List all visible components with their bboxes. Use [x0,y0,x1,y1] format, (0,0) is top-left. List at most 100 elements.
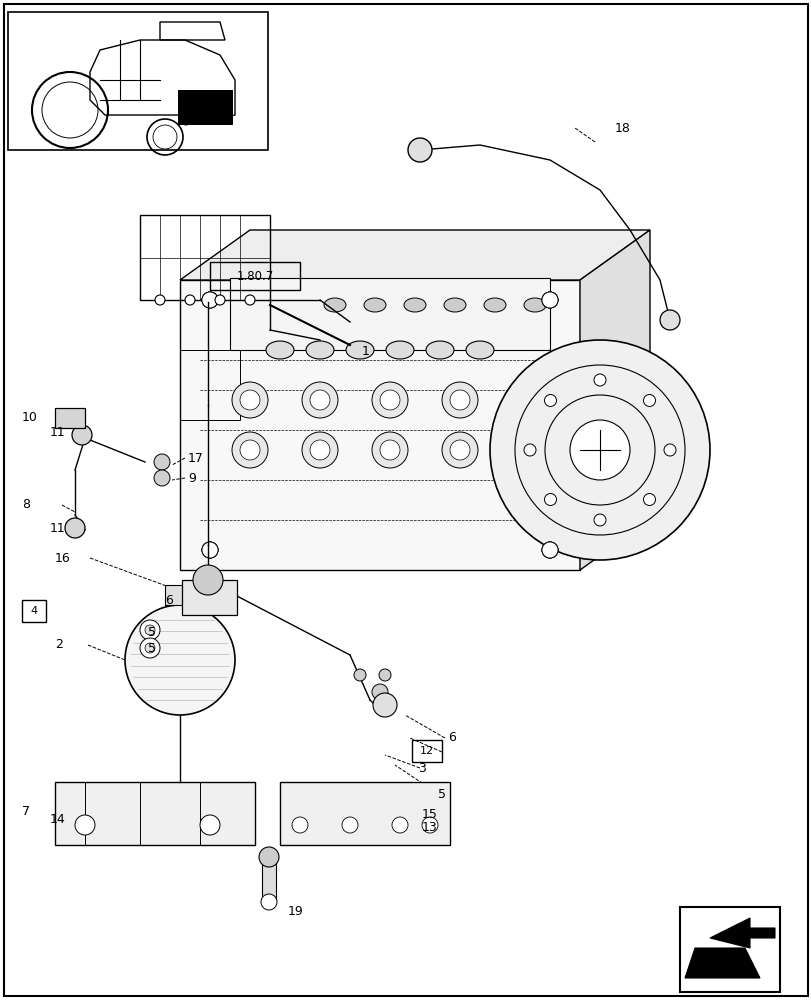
Text: 3: 3 [418,762,425,774]
Circle shape [202,292,217,308]
Bar [22,600,46,622]
Circle shape [232,382,268,418]
Circle shape [441,432,478,468]
Circle shape [202,542,217,558]
Text: 17: 17 [188,452,204,464]
Circle shape [541,292,557,308]
Circle shape [541,292,557,308]
Circle shape [240,390,260,410]
Bar [165,585,195,605]
Text: 7: 7 [22,805,30,818]
Circle shape [541,292,557,308]
Ellipse shape [483,298,505,312]
Circle shape [449,390,470,410]
Circle shape [72,425,92,445]
Circle shape [541,542,557,558]
Circle shape [354,669,366,681]
Polygon shape [280,782,449,845]
Circle shape [65,518,85,538]
Circle shape [489,340,709,560]
Circle shape [422,817,437,833]
Ellipse shape [523,298,545,312]
Circle shape [594,374,605,386]
Circle shape [449,440,470,460]
Circle shape [310,440,329,460]
Text: 1: 1 [362,345,370,358]
Polygon shape [180,230,649,280]
Ellipse shape [444,298,466,312]
Circle shape [260,894,277,910]
Bar [180,350,240,420]
Circle shape [202,542,217,558]
Text: 12: 12 [419,746,434,756]
Circle shape [259,847,279,867]
Circle shape [125,605,234,715]
Text: 11: 11 [50,522,66,534]
Circle shape [441,382,478,418]
Text: 1.80.7: 1.80.7 [236,269,273,282]
Circle shape [310,390,329,410]
Text: 5: 5 [148,642,156,654]
Circle shape [240,440,260,460]
Circle shape [292,817,307,833]
Text: 5: 5 [148,626,156,638]
Circle shape [202,292,217,308]
Circle shape [642,493,654,505]
Text: 14: 14 [50,813,66,826]
Bar [178,90,233,125]
Text: 13: 13 [422,821,437,834]
Ellipse shape [426,341,453,359]
Text: 8: 8 [22,498,30,511]
Circle shape [523,444,535,456]
Circle shape [541,542,557,558]
Circle shape [154,454,169,470]
Circle shape [155,295,165,305]
Bar [55,408,85,428]
Polygon shape [180,280,579,570]
Circle shape [379,669,391,681]
Circle shape [145,625,155,635]
Bar [411,740,441,762]
Circle shape [659,310,679,330]
Ellipse shape [466,341,493,359]
Bar [230,278,549,350]
Circle shape [372,693,397,717]
Text: 4: 4 [30,606,37,616]
Text: 15: 15 [422,808,437,821]
Circle shape [569,420,629,480]
Circle shape [202,292,217,308]
Circle shape [663,444,676,456]
Text: 10: 10 [22,411,38,424]
Circle shape [371,382,407,418]
Bar [139,215,270,300]
Text: 18: 18 [614,121,630,134]
Circle shape [380,440,400,460]
Circle shape [245,295,255,305]
Text: 6: 6 [448,731,455,744]
Circle shape [380,390,400,410]
Ellipse shape [363,298,385,312]
Circle shape [392,817,407,833]
Text: 2: 2 [55,638,62,652]
Text: 5: 5 [437,788,445,801]
Circle shape [302,382,337,418]
Circle shape [139,638,160,658]
Circle shape [541,542,557,558]
Circle shape [193,565,223,595]
Bar [679,907,779,992]
Text: 11: 11 [50,426,66,438]
Circle shape [145,643,155,653]
Text: 9: 9 [188,472,195,485]
Circle shape [139,620,160,640]
Circle shape [202,542,217,558]
Bar [210,262,299,290]
Ellipse shape [385,341,414,359]
Ellipse shape [306,341,333,359]
Circle shape [371,432,407,468]
Polygon shape [579,230,649,570]
Polygon shape [684,948,759,978]
Circle shape [642,395,654,407]
Text: 19: 19 [288,905,303,918]
Polygon shape [55,782,255,845]
Circle shape [544,493,556,505]
